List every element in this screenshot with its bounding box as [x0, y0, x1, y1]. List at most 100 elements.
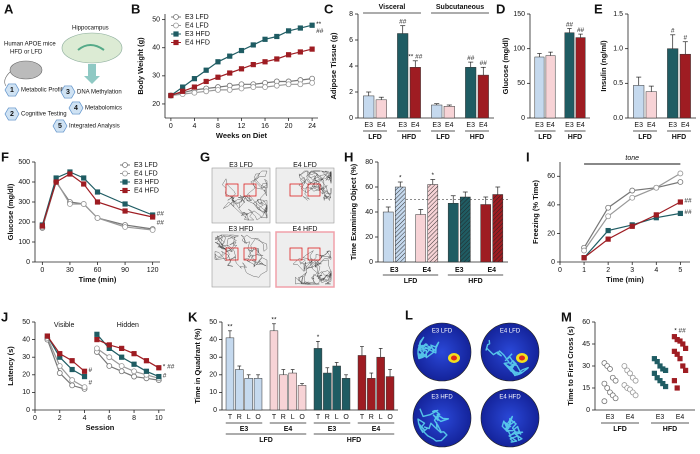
point — [69, 358, 75, 364]
bar — [244, 378, 253, 411]
point — [262, 84, 268, 90]
bar — [323, 372, 332, 411]
bar — [341, 378, 351, 411]
bar — [545, 55, 556, 119]
bar — [575, 37, 586, 119]
point — [56, 363, 63, 369]
y-tick-label: 0 — [369, 259, 373, 266]
point — [203, 67, 209, 73]
x-tick-label: 8 — [132, 415, 136, 422]
x-tick-label: O — [387, 414, 393, 421]
panel-label: A — [4, 1, 14, 16]
panel-label: K — [188, 309, 198, 324]
point — [81, 175, 87, 181]
y-tick-label: 20 — [152, 101, 160, 108]
y-axis-title: Freezing (% Time) — [531, 179, 540, 244]
step-label: DNA Methylation — [77, 90, 122, 96]
point — [180, 88, 186, 94]
point — [94, 336, 100, 343]
point — [69, 366, 75, 373]
point — [143, 368, 150, 374]
point — [94, 199, 101, 205]
step-label: Metabolomics — [85, 106, 122, 112]
point — [191, 84, 198, 90]
group-label: E3 — [328, 426, 337, 433]
legend-marker — [173, 14, 179, 20]
x-tick-label: O — [255, 414, 261, 421]
point — [654, 375, 660, 381]
point — [226, 86, 233, 93]
y-tick-label: 60 — [582, 319, 590, 326]
step-hexagon — [60, 85, 76, 99]
arrow — [84, 64, 100, 84]
point — [262, 59, 268, 65]
x-tick-label: E4 — [546, 122, 555, 129]
x-tick-label: O — [343, 414, 349, 421]
group-label: E4 — [284, 426, 293, 433]
point — [81, 368, 88, 374]
bar — [645, 91, 657, 119]
point — [651, 370, 657, 376]
y-tick-label: 100 — [513, 46, 525, 53]
x-tick-label: 4 — [83, 415, 87, 422]
point — [94, 331, 100, 337]
legend-marker — [122, 187, 128, 194]
bar — [480, 204, 492, 263]
point — [297, 49, 303, 55]
point — [238, 85, 245, 92]
y-tick-label: 40 — [365, 209, 373, 216]
step-number: 4 — [74, 105, 78, 112]
object-zone — [225, 183, 239, 197]
x-tick-label: T — [228, 414, 233, 421]
point — [581, 247, 587, 254]
point — [156, 365, 162, 371]
point — [285, 52, 292, 58]
bar — [376, 356, 385, 411]
image-label: E4 LFD — [293, 162, 317, 169]
group-label: E4 — [372, 426, 381, 433]
heat-trail — [417, 408, 450, 442]
x-tick-label: E3 — [466, 122, 475, 129]
point — [677, 199, 683, 205]
y-tick-label: 60 — [547, 173, 555, 180]
legend-label: E3 HFD — [134, 179, 159, 186]
point — [629, 223, 635, 229]
point — [191, 89, 198, 96]
annotation: ## — [157, 220, 165, 227]
point — [81, 181, 87, 187]
hippocampus-icon — [77, 44, 105, 51]
point — [629, 194, 636, 201]
point — [674, 385, 680, 391]
bar — [253, 378, 263, 411]
legend-marker — [122, 170, 128, 177]
legend-label: E4 HFD — [134, 187, 159, 194]
track-image — [211, 231, 271, 288]
heat-trail — [501, 415, 524, 443]
point — [273, 82, 280, 89]
section-label: Visceral — [379, 4, 406, 11]
point — [627, 370, 633, 377]
point — [629, 187, 636, 194]
bar — [431, 104, 443, 119]
x-tick-label: E3 — [535, 122, 544, 129]
point — [605, 227, 611, 234]
bar — [382, 211, 394, 263]
point — [67, 171, 73, 177]
point — [601, 398, 608, 405]
point — [677, 338, 683, 344]
point — [605, 204, 612, 211]
point — [682, 367, 689, 374]
y-tick-label: 1.5 — [613, 11, 623, 18]
annotation: ## — [157, 211, 165, 218]
image-label: E4 HFD — [499, 395, 521, 401]
x-tick-label: 0 — [33, 415, 37, 422]
step-label: Integrated Analysis — [69, 124, 120, 130]
y-tick-label: 100 — [18, 239, 30, 246]
heat-trail — [485, 339, 529, 377]
brain-icon — [61, 32, 123, 64]
x-tick-label: E4 — [647, 122, 656, 129]
point — [118, 363, 125, 369]
legend-marker — [173, 22, 179, 29]
x-axis-title: Time (min) — [79, 275, 117, 284]
x-tick-label: 60 — [94, 267, 102, 274]
